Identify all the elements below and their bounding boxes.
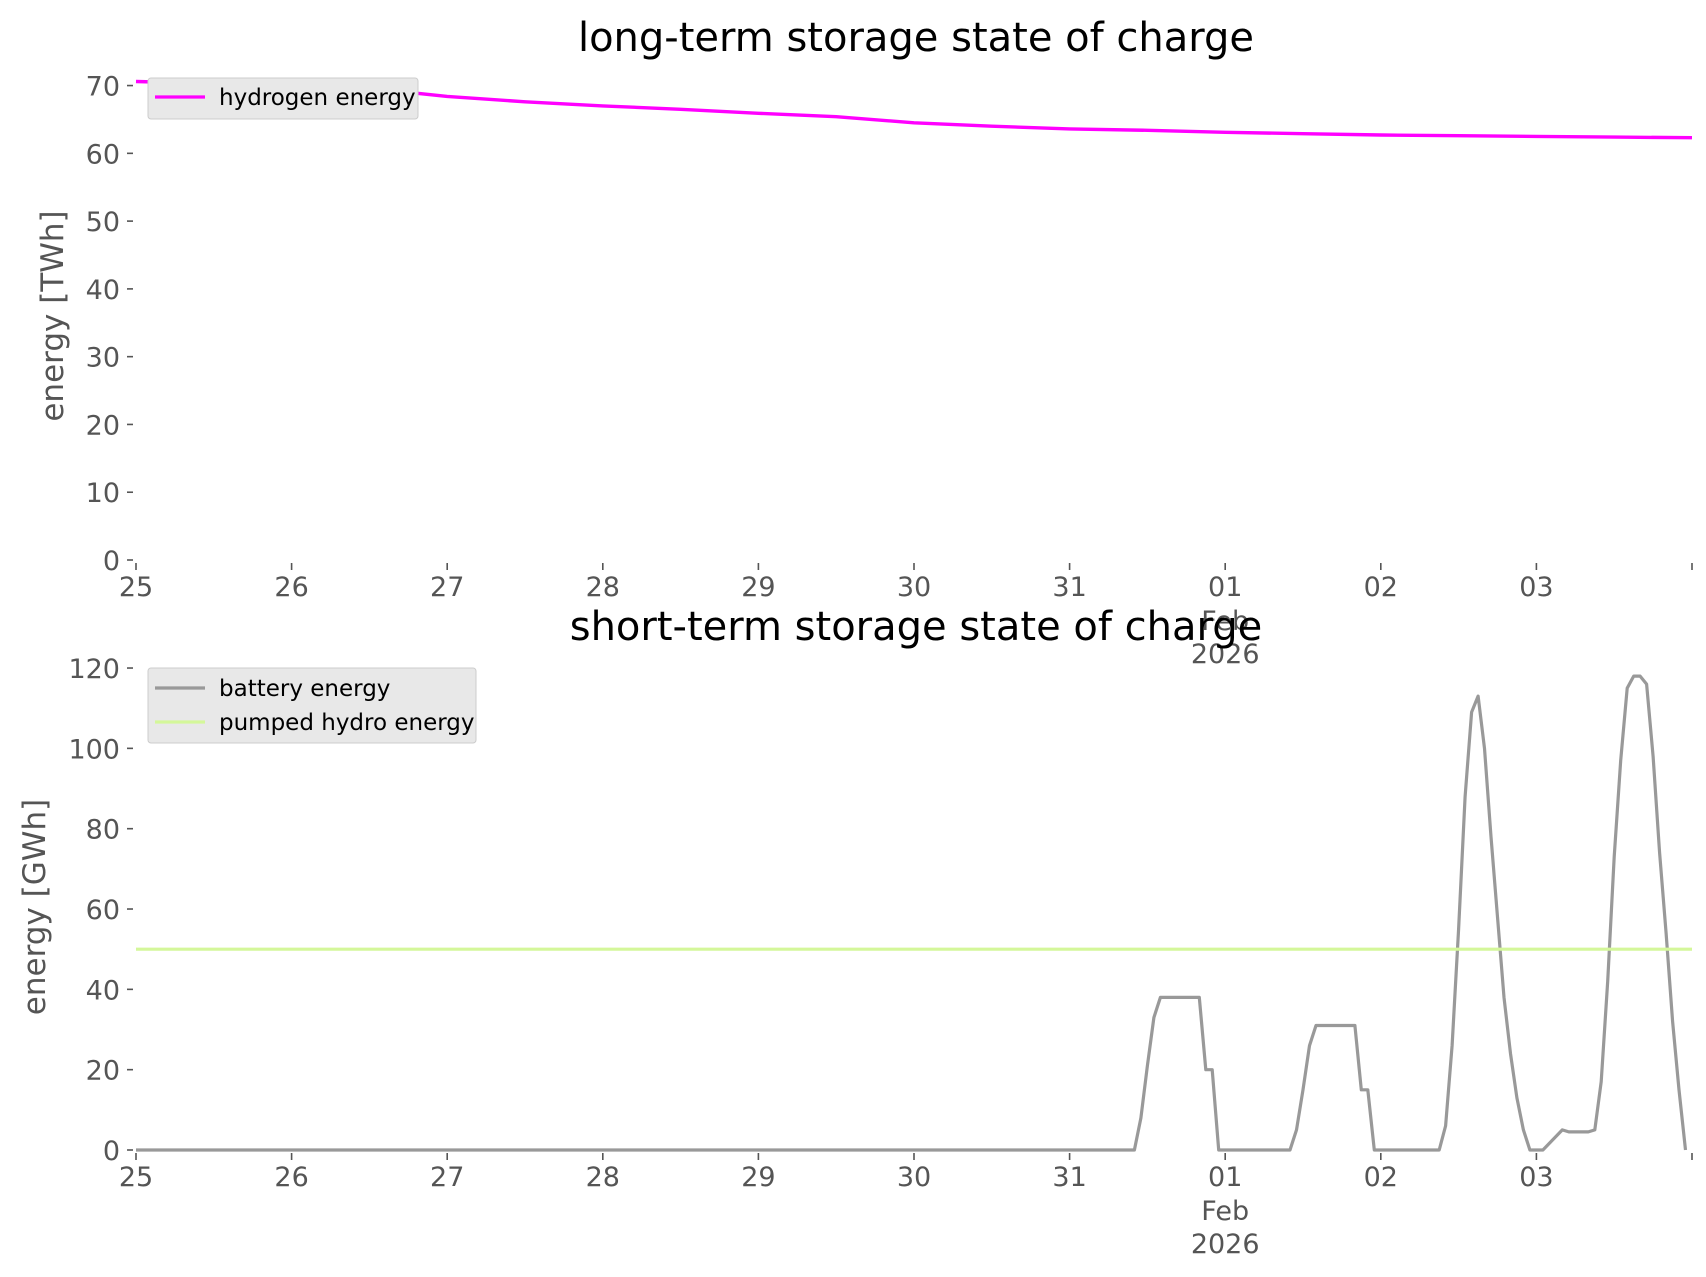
long-term-chart-ylabel: energy [TWh] (35, 210, 71, 421)
xtick-label: 25 (119, 1162, 153, 1193)
legend-label-battery: battery energy (219, 676, 390, 702)
xtick-label: 31 (1052, 1162, 1086, 1193)
short-term-chart-title: short-term storage state of charge (570, 604, 1263, 650)
ytick-label: 20 (86, 1056, 120, 1087)
ytick-label: 60 (86, 895, 120, 926)
xtick-label: 01 (1208, 572, 1242, 603)
ytick-label: 30 (86, 343, 120, 374)
short-term-chart-lines (136, 674, 1692, 1152)
ytick-label: 40 (86, 975, 120, 1006)
xtick-sublabel: Feb (1201, 606, 1249, 637)
long-term-legend-box (147, 77, 419, 120)
xtick-label: 02 (1364, 572, 1398, 603)
xtick-sublabel: 2026 (1191, 639, 1260, 670)
xtick-sublabel: Feb (1201, 1196, 1249, 1227)
xtick-label: 29 (741, 1162, 775, 1193)
xtick-label: 03 (1519, 572, 1553, 603)
long-term-chart-title: long-term storage state of charge (578, 15, 1254, 61)
ytick-label: 20 (86, 410, 120, 441)
series-line-battery-energy (136, 674, 1688, 1152)
ytick-label: 10 (86, 478, 120, 509)
xtick-label: 03 (1519, 1162, 1553, 1193)
legend-label-hydrogen: hydrogen energy (219, 85, 416, 111)
ytick-label: 120 (68, 654, 120, 685)
xtick-label: 30 (897, 1162, 931, 1193)
ytick-label: 60 (86, 139, 120, 170)
short-term-legend-box (147, 667, 477, 744)
xtick-label: 25 (119, 572, 153, 603)
xtick-label: 02 (1364, 1162, 1398, 1193)
xtick-label: 28 (586, 572, 620, 603)
xtick-label: 28 (586, 1162, 620, 1193)
xtick-label: 27 (430, 572, 464, 603)
long-term-chart-legend: hydrogen energy (147, 77, 419, 120)
ytick-label: 70 (86, 72, 120, 103)
xtick-label: 29 (741, 572, 775, 603)
xtick-label: 31 (1052, 572, 1086, 603)
ytick-label: 0 (103, 1136, 120, 1167)
xtick-sublabel: 2026 (1191, 1229, 1260, 1260)
legend-label-pumped-hydro: pumped hydro energy (219, 710, 475, 736)
xtick-label: 27 (430, 1162, 464, 1193)
short-term-chart-ylabel: energy [GWh] (17, 799, 53, 1015)
ytick-label: 50 (86, 207, 120, 238)
ytick-label: 40 (86, 275, 120, 306)
short-term-chart-legend: battery energy pumped hydro energy (147, 667, 477, 744)
ytick-label: 100 (68, 734, 120, 765)
long-term-chart: long-term storage state of charge 010203… (35, 15, 1693, 670)
xtick-label: 26 (274, 572, 308, 603)
ytick-label: 0 (103, 546, 120, 577)
xtick-label: 30 (897, 572, 931, 603)
xtick-label: 01 (1208, 1162, 1242, 1193)
xtick-label: 26 (274, 1162, 308, 1193)
ytick-label: 80 (86, 815, 120, 846)
